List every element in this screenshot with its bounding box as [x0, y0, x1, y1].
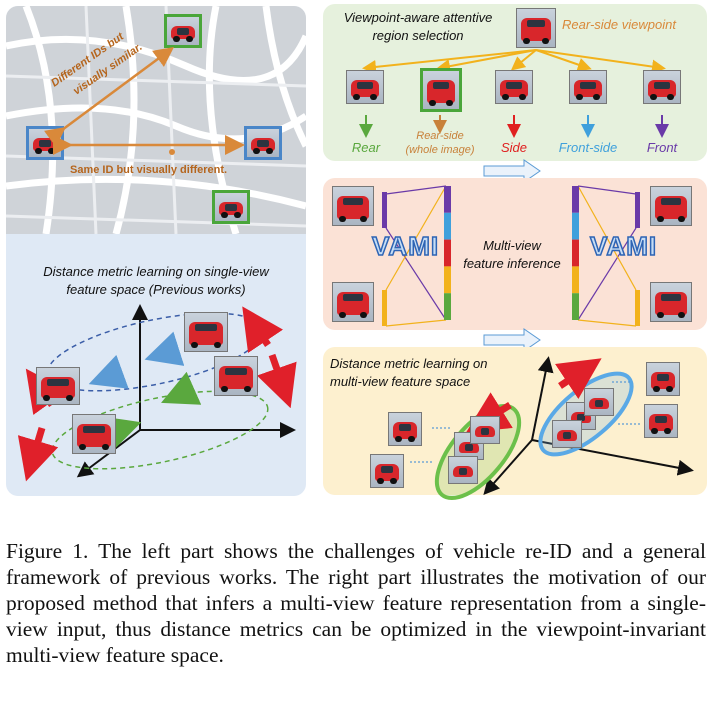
- feature-segment: [444, 212, 451, 240]
- rt-title-line1: Viewpoint-aware attentive: [343, 10, 493, 25]
- rt-label-front: Front: [646, 140, 678, 155]
- rb-cluster-green-2: [470, 416, 500, 444]
- map-car-right: [244, 126, 282, 160]
- rb-title-line2: multi-view feature space: [330, 374, 471, 389]
- rt-label-rearside: Rear-side: [416, 130, 464, 142]
- rt-input-car: [516, 8, 556, 48]
- feature-segment: [444, 239, 451, 267]
- rt-label-rearside-sub: (whole image): [405, 144, 475, 156]
- rt-region-car-rear: [346, 70, 384, 104]
- rt-title-line2: region selection: [372, 28, 464, 43]
- rt-label-rear: Rear: [351, 140, 381, 155]
- feature-segment: [572, 293, 579, 320]
- feature-segment: [572, 266, 579, 294]
- down-chevron-1: [483, 159, 541, 183]
- feature-segment: [572, 186, 579, 213]
- rt-viewpoint-label: Rear-side viewpoint: [562, 17, 676, 32]
- rb-cluster-blue-3: [552, 420, 582, 448]
- rb-title-line1: Distance metric learning on: [330, 356, 488, 371]
- feature-segment: [572, 239, 579, 267]
- rb-car-3: [646, 362, 680, 396]
- left-car-2: [184, 312, 228, 352]
- left-title-line2: feature space (Previous works): [66, 282, 246, 297]
- rt-label-frontside: Front-side: [558, 140, 618, 155]
- figure-caption: Figure 1. The left part shows the challe…: [6, 539, 706, 667]
- map-car-top: [164, 14, 202, 48]
- rb-cluster-blue-2: [584, 388, 614, 416]
- down-chevron-2: [483, 328, 541, 352]
- multi-view-feature-bar-right: [572, 186, 579, 320]
- left-car-3: [214, 356, 258, 396]
- left-car-1: [36, 367, 80, 405]
- map-label-same: Same ID but visually different.: [70, 164, 228, 176]
- rb-car-2: [370, 454, 404, 488]
- map-car-bottom: [212, 190, 250, 224]
- feature-segment: [572, 212, 579, 240]
- multi-view-feature-bar-left: [444, 186, 451, 320]
- feature-segment: [444, 266, 451, 294]
- rb-cluster-green-3: [448, 456, 478, 484]
- rt-region-car-front: [643, 70, 681, 104]
- rm-car-right-bottom: [650, 282, 692, 322]
- left-title-line1: Distance metric learning on single-view: [43, 264, 269, 279]
- rm-car-right-top: [650, 186, 692, 226]
- feature-segment: [444, 293, 451, 320]
- rt-region-car-frontside: [569, 70, 607, 104]
- rb-car-4: [644, 404, 678, 438]
- rm-center-line2: feature inference: [463, 256, 561, 271]
- rt-region-car-rearside: [420, 68, 462, 112]
- rt-region-car-side: [495, 70, 533, 104]
- left-car-4: [72, 414, 116, 454]
- rm-car-left-bottom: [332, 282, 374, 322]
- rb-car-1: [388, 412, 422, 446]
- rt-label-side: Side: [500, 140, 528, 155]
- rm-car-left-top: [332, 186, 374, 226]
- feature-segment: [444, 186, 451, 213]
- rm-center-line1: Multi-view: [483, 238, 541, 253]
